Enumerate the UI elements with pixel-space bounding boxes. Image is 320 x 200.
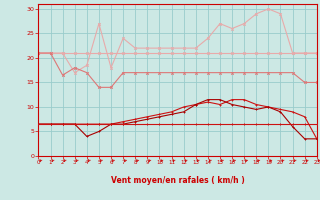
X-axis label: Vent moyen/en rafales ( km/h ): Vent moyen/en rafales ( km/h )	[111, 176, 244, 185]
